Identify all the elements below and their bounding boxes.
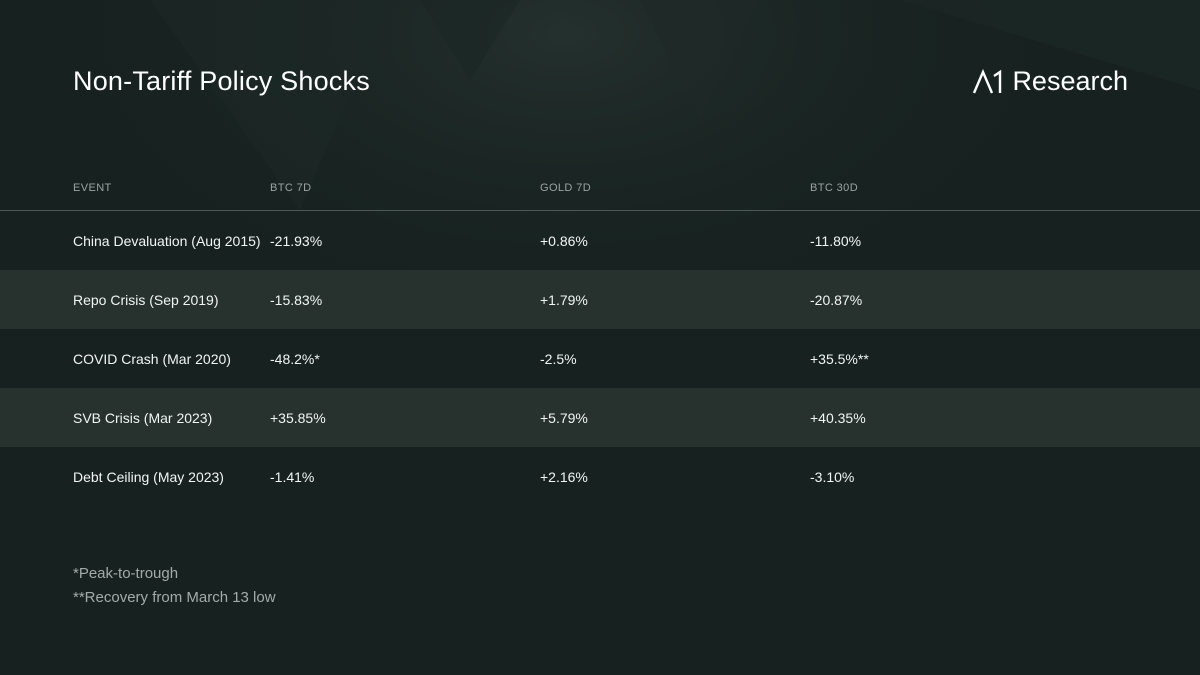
btc-30d-cell: +40.35%: [810, 388, 1200, 447]
table-header-row: EVENT BTC 7D GOLD 7D BTC 30D: [0, 165, 1200, 211]
table-row: Debt Ceiling (May 2023) -1.41% +2.16% -3…: [0, 447, 1200, 506]
footnotes: *Peak-to-trough **Recovery from March 13…: [73, 562, 276, 610]
event-cell: Repo Crisis (Sep 2019): [0, 270, 270, 329]
column-header-btc-30d: BTC 30D: [810, 165, 1200, 211]
btc-7d-cell: -21.93%: [270, 232, 323, 249]
gold-7d-cell: +0.86%: [540, 232, 588, 249]
btc-7d-cell: +35.85%: [270, 388, 540, 447]
event-cell: COVID Crash (Mar 2020): [73, 350, 231, 367]
brand-name: Research: [1012, 66, 1128, 96]
table-row: SVB Crisis (Mar 2023) +35.85% +5.79% +40…: [0, 388, 1200, 447]
table-row: COVID Crash (Mar 2020) -48.2%* -2.5% +35…: [0, 329, 1200, 388]
gold-7d-cell: +5.79%: [540, 388, 810, 447]
column-header-btc-7d: BTC 7D: [270, 165, 540, 211]
btc-30d-cell: -3.10%: [810, 468, 855, 485]
gold-7d-cell: -2.5%: [540, 350, 577, 367]
btc-30d-cell: +35.5%**: [810, 350, 869, 367]
btc-7d-cell: -15.83%: [270, 270, 540, 329]
gold-7d-cell: +1.79%: [540, 270, 810, 329]
gold-7d-cell: +2.16%: [540, 468, 588, 485]
page-title: Non-Tariff Policy Shocks: [73, 66, 370, 96]
btc-7d-cell: -48.2%*: [270, 350, 320, 367]
btc-30d-cell: -11.80%: [810, 232, 862, 249]
btc-7d-cell: -1.41%: [270, 468, 315, 485]
policy-shocks-table: EVENT BTC 7D GOLD 7D BTC 30D China Deval…: [0, 165, 1200, 506]
a1-logo-icon: [973, 68, 1002, 93]
brand-logo: Research: [972, 66, 1128, 97]
table-row: China Devaluation (Aug 2015) -21.93% +0.…: [0, 211, 1200, 271]
footnote-recovery: **Recovery from March 13 low: [73, 589, 276, 606]
event-cell: China Devaluation (Aug 2015): [73, 232, 261, 249]
event-cell: SVB Crisis (Mar 2023): [0, 388, 270, 447]
btc-30d-cell: -20.87%: [810, 270, 1200, 329]
column-header-event: EVENT: [0, 165, 270, 211]
column-header-gold-7d: GOLD 7D: [540, 165, 810, 211]
event-cell: Debt Ceiling (May 2023): [73, 468, 224, 485]
table-row: Repo Crisis (Sep 2019) -15.83% +1.79% -2…: [0, 270, 1200, 329]
footnote-peak-to-trough: *Peak-to-trough: [73, 565, 179, 582]
